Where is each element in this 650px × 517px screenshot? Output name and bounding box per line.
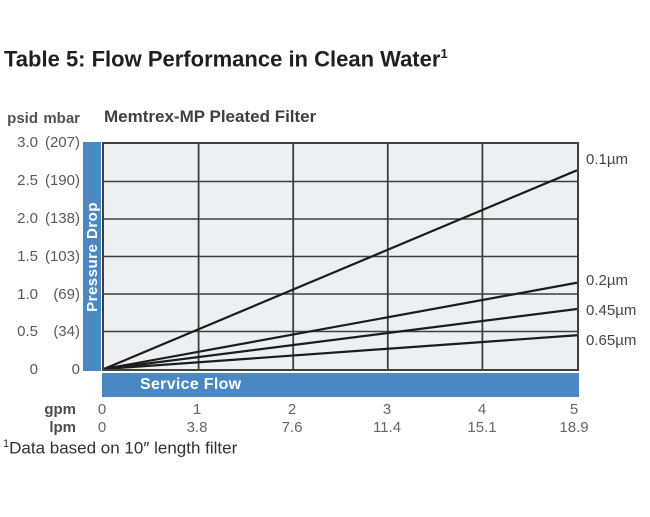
plot-svg (104, 144, 577, 369)
footnote-marker: 1 (3, 438, 10, 450)
pressure-drop-axis-band: Pressure Drop (83, 142, 101, 371)
y-tick-psid: 0.5 (17, 323, 38, 340)
x-tick-row-lpm: lpm 0 3.8 7.6 11.4 15.1 18.9 (0, 419, 650, 436)
y-tick-psid: 1.0 (17, 286, 38, 303)
x-tick-lpm: 18.9 (559, 419, 589, 436)
y-tick-mbar: (207) (44, 134, 80, 151)
y-tick-mbar: (138) (44, 210, 80, 227)
x-tick-gpm: 0 (97, 401, 107, 418)
y-tick-mbar: (190) (44, 172, 80, 189)
y-tick-psid: 3.0 (17, 134, 38, 151)
x-tick-lpm: 15.1 (467, 419, 497, 436)
x-axis-label: Service Flow (140, 376, 242, 393)
page-title-text: Table 5: Flow Performance in Clean Water (4, 46, 441, 72)
service-flow-axis-band: Service Flow (102, 373, 579, 397)
y-tick-mbar: (34) (53, 323, 80, 340)
series-label-0.2um: 0.2µm (586, 272, 628, 289)
y-unit-psid-label: psid (7, 110, 38, 127)
x-tick-gpm: 1 (192, 401, 202, 418)
x-tick-lpm: 11.4 (372, 419, 402, 436)
plot-area (102, 142, 579, 371)
y-tick-psid: 2.5 (17, 172, 38, 189)
footnote: 1Data based on 10″ length filter (3, 438, 237, 459)
y-tick-psid: 1.5 (17, 248, 38, 265)
page-title-footnote-marker: 1 (440, 46, 448, 61)
y-tick-psid: 2.0 (17, 210, 38, 227)
series-label-0.1um: 0.1µm (586, 151, 628, 168)
lpm-row-header: lpm (49, 419, 76, 436)
x-tick-lpm: 7.6 (281, 419, 303, 436)
y-tick-mbar: (103) (44, 248, 80, 265)
y-unit-mbar-label: mbar (43, 110, 80, 127)
footnote-text: Data based on 10″ length filter (9, 438, 238, 458)
y-tick-mbar: 0 (71, 361, 80, 378)
x-tick-gpm: 4 (477, 401, 487, 418)
series-label-0.65um: 0.65µm (586, 332, 637, 349)
x-tick-gpm: 5 (569, 401, 579, 418)
series-label-0.45um: 0.45µm (586, 302, 637, 319)
page-title: Table 5: Flow Performance in Clean Water… (4, 46, 448, 72)
chart-title: Memtrex-MP Pleated Filter (104, 107, 317, 126)
x-tick-row-gpm: gpm 0 1 2 3 4 5 (0, 401, 650, 418)
gpm-row-header: gpm (44, 401, 76, 418)
y-tick-psid: 0 (29, 361, 38, 378)
x-tick-gpm: 3 (382, 401, 392, 418)
y-axis-label: Pressure Drop (83, 201, 101, 312)
x-tick-lpm: 3.8 (186, 419, 208, 436)
x-tick-lpm: 0 (97, 419, 107, 436)
x-tick-gpm: 2 (287, 401, 297, 418)
y-tick-mbar: (69) (53, 286, 80, 303)
